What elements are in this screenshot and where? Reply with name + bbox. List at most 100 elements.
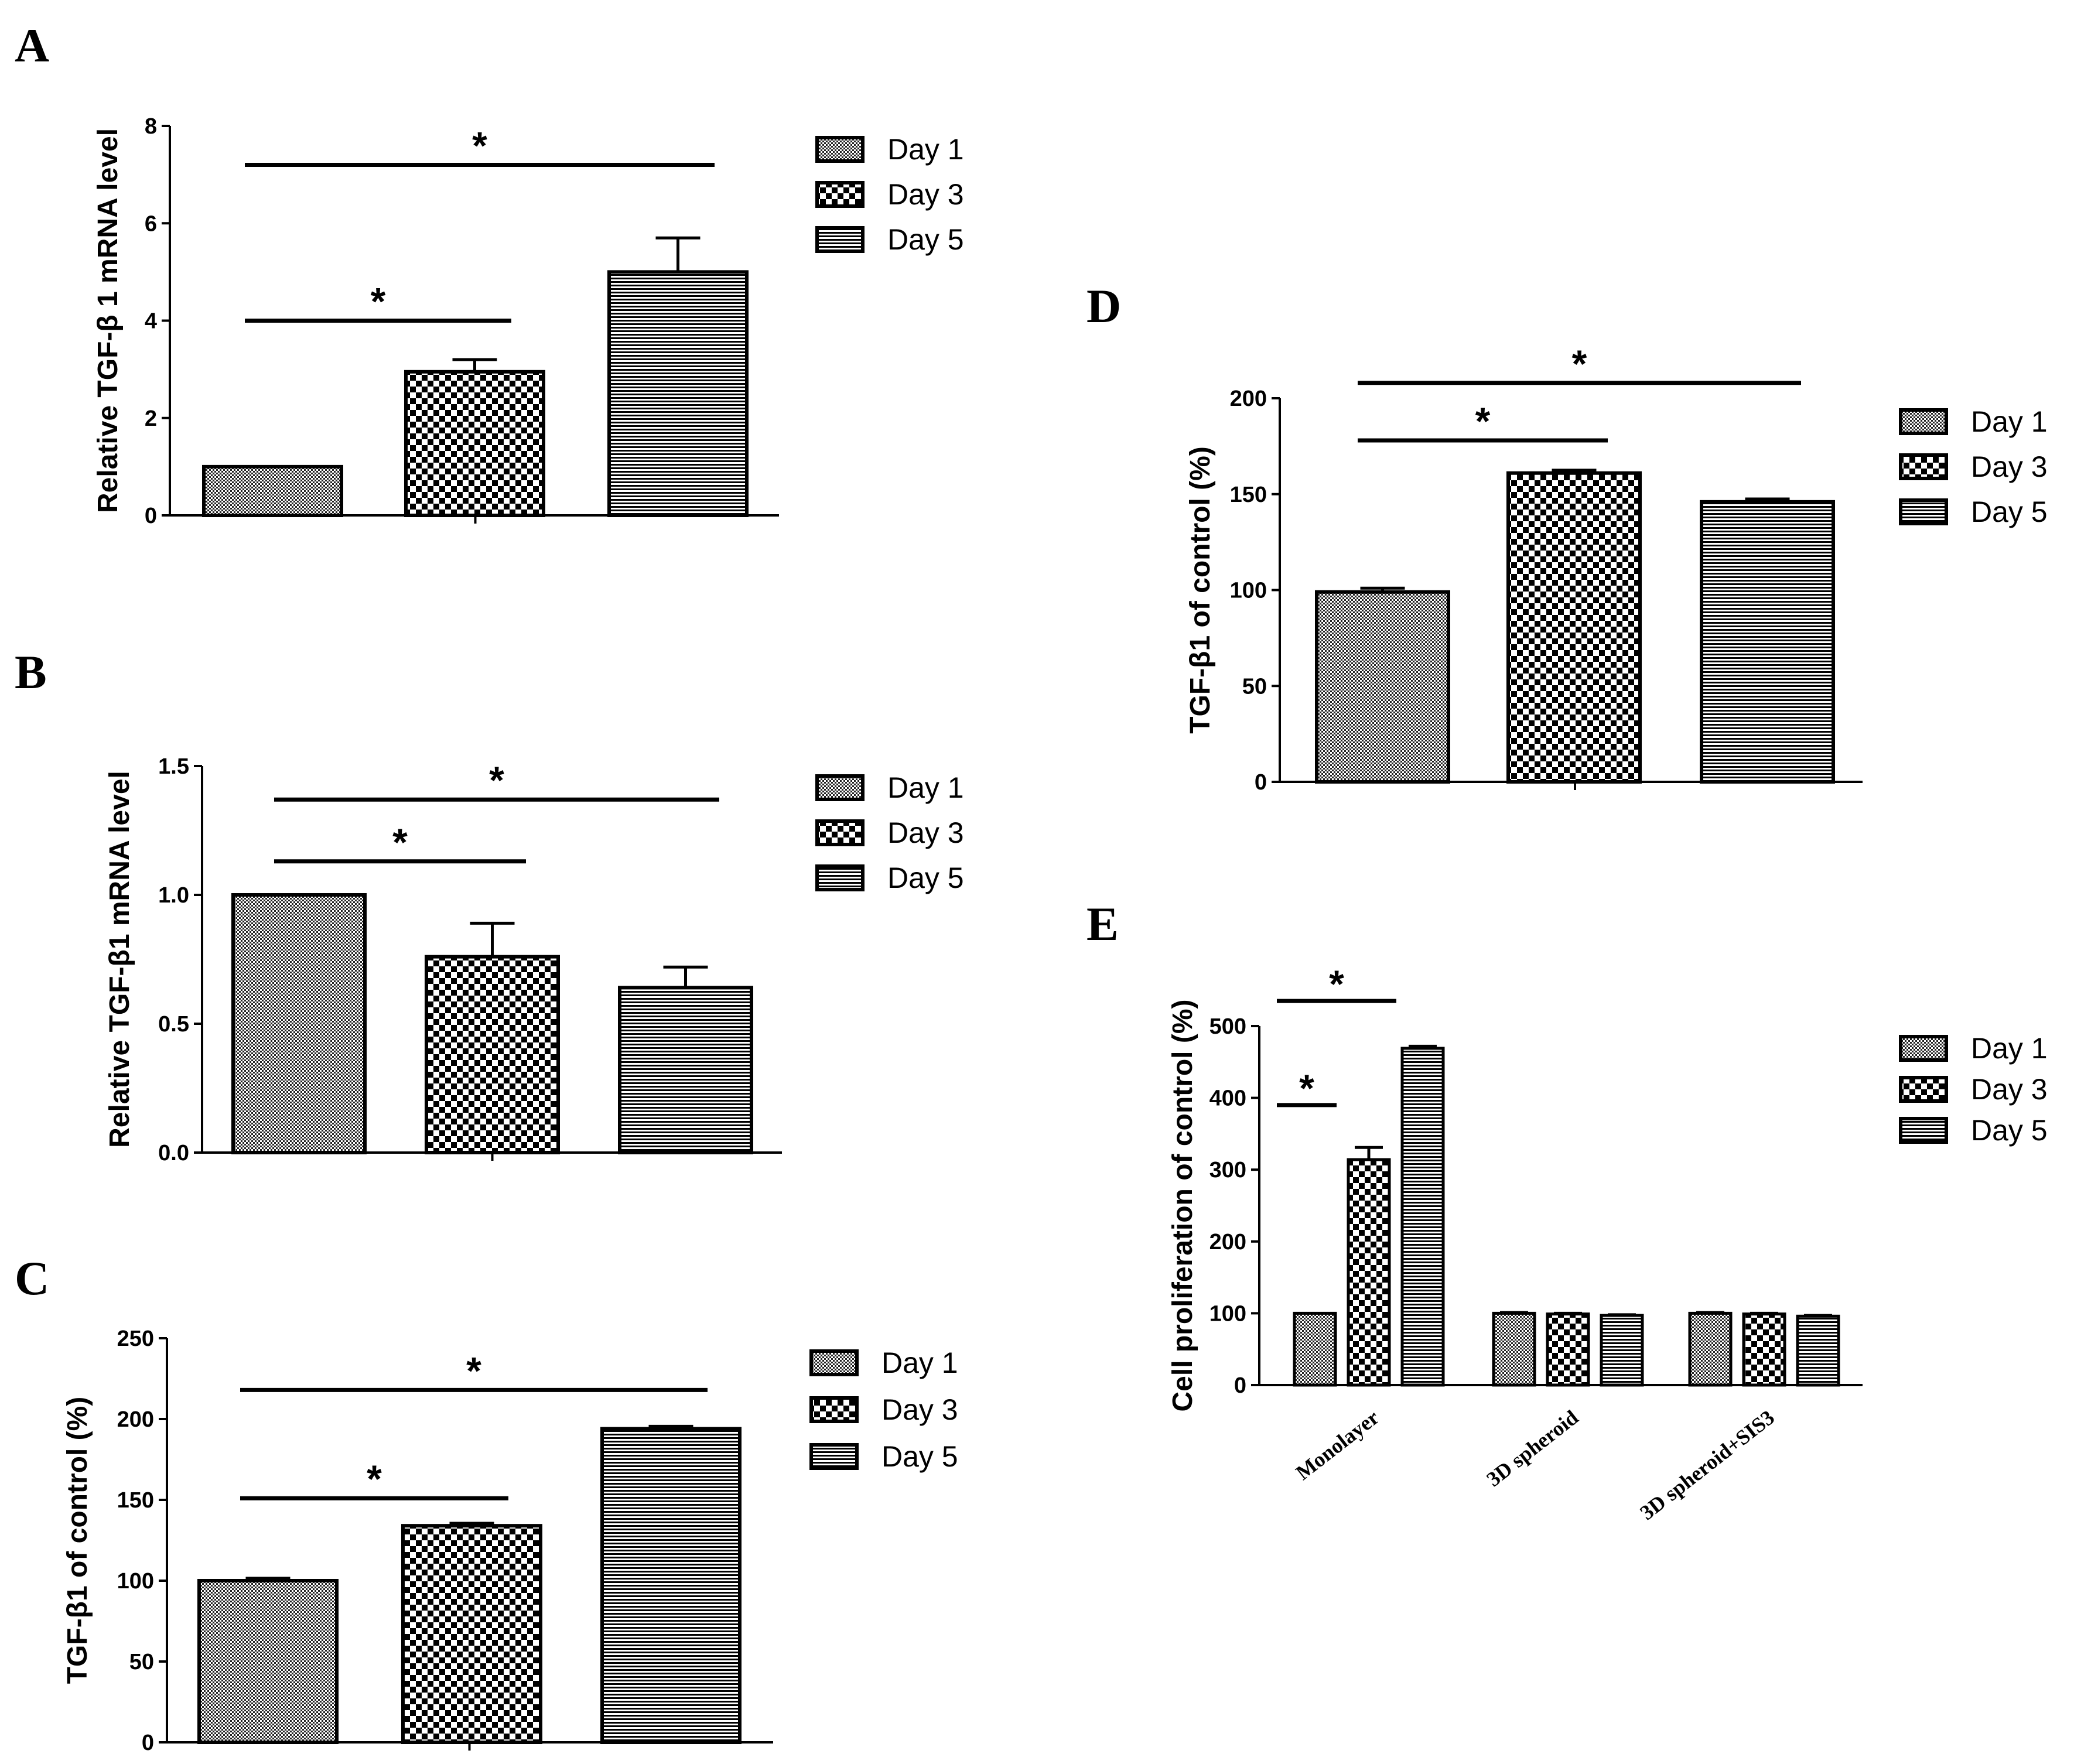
y-axis-label: TGF-β1 of control (%) [1185, 446, 1216, 734]
bar-day3 [425, 955, 560, 1154]
y-tick-label: 500 [1209, 1014, 1246, 1039]
y-tick-label: 8 [145, 114, 157, 139]
legend-label: Day 3 [887, 178, 964, 211]
legend-swatch [815, 181, 865, 208]
legend-label: Day 1 [1971, 1032, 2048, 1065]
bar-day5 [1600, 1314, 1644, 1387]
legend-swatch [815, 864, 865, 891]
y-tick-label: 0 [1255, 770, 1267, 795]
x-category-label: 3D spheroid+SIS3 [1635, 1406, 1778, 1524]
legend-label: Day 3 [1971, 450, 2048, 483]
bar-day1 [202, 464, 343, 517]
legend-label: Day 1 [887, 133, 964, 166]
y-tick-label: 6 [145, 211, 157, 236]
y-tick-label: 100 [117, 1569, 154, 1594]
y-axis-label: Relative TGF-β 1 mRNA level [93, 128, 124, 513]
legend-swatch [1899, 1076, 1948, 1103]
panel-label: A [15, 19, 49, 72]
bar-day1 [231, 893, 367, 1154]
y-tick-label: 2 [145, 406, 157, 431]
legend-swatch [1899, 453, 1948, 480]
legend-swatch [1899, 498, 1948, 525]
y-axis-label: TGF-β1 of control (%) [62, 1397, 93, 1684]
y-tick-label: 0.5 [158, 1012, 189, 1037]
bar-day5 [1796, 1314, 1840, 1387]
bar-day5 [1700, 500, 1835, 784]
legend-swatch [809, 1396, 859, 1423]
bar-day3 [1347, 1158, 1391, 1387]
y-tick-label: 1.5 [158, 754, 189, 779]
bar-day5 [600, 1427, 742, 1745]
legend-swatch [809, 1443, 859, 1470]
legend-label: Day 5 [887, 862, 964, 894]
y-axis-label: Cell proliferation of control (%) [1167, 1000, 1198, 1412]
bar-day1 [1293, 1311, 1337, 1387]
significance-star: * [472, 124, 487, 167]
legend-swatch [1899, 1117, 1948, 1144]
bar-day1 [1315, 590, 1450, 784]
significance-star: * [1475, 399, 1491, 443]
legend-swatch [1899, 408, 1948, 435]
y-tick-label: 300 [1209, 1158, 1246, 1182]
significance-star: * [466, 1349, 481, 1392]
y-axis-label: Relative TGF-β1 mRNA level [104, 771, 135, 1148]
legend-swatch [815, 774, 865, 801]
y-tick-label: 0 [142, 1731, 154, 1755]
bar-day3 [401, 1524, 542, 1744]
bar-day5 [1400, 1047, 1445, 1387]
panel-c: C 0 50 100 150 200 250 TGF-β1 of control (%) * *… [15, 1252, 958, 1755]
panel-label: D [1086, 279, 1121, 333]
bar-day3 [1742, 1312, 1786, 1387]
y-tick-label: 0.0 [158, 1141, 189, 1165]
significance-star: * [371, 280, 386, 323]
bar-day5 [618, 986, 753, 1155]
significance-star: * [1572, 342, 1587, 385]
significance-star: * [489, 758, 504, 802]
panel-d: D 0 50 100 150 200 TGF-β1 of control (%) * * Day… [1086, 279, 2048, 795]
x-category-label: 3D spheroid [1482, 1406, 1583, 1491]
plot-area: 0 100 200 300 400 500 Cell proliferation of co… [1167, 962, 2048, 1524]
y-tick-label: 400 [1209, 1086, 1246, 1111]
plot-area: 0 50 100 150 200 250 TGF-β1 of control (%) * * Da… [62, 1327, 958, 1755]
y-tick-label: 100 [1209, 1301, 1246, 1326]
y-tick-label: 4 [145, 309, 157, 334]
plot-area: 0 50 100 150 200 TGF-β1 of control (%) * * Day 1… [1185, 342, 2048, 795]
panel-label: B [15, 645, 47, 699]
legend-swatch [815, 226, 865, 253]
legend-swatch [815, 136, 865, 163]
significance-star: * [1299, 1066, 1314, 1110]
y-tick-label: 200 [1209, 1230, 1246, 1254]
y-tick-label: 100 [1230, 579, 1267, 603]
y-tick-label: 0 [145, 504, 157, 528]
panel-label: E [1086, 897, 1119, 951]
plot-area: 0.0 0.5 1.0 1.5 Relative TGF-β1 mRNA level * *… [104, 754, 964, 1165]
panel-a: A 0 2 4 6 8 Relative TGF-β 1 mRNA level * * Day … [15, 19, 964, 528]
y-tick-label: 50 [129, 1650, 154, 1674]
bar-day1 [1492, 1311, 1536, 1387]
y-tick-label: 150 [1230, 483, 1267, 507]
y-tick-label: 150 [117, 1488, 154, 1513]
bar-day3 [1546, 1312, 1590, 1387]
legend-swatch [815, 819, 865, 846]
significance-star: * [367, 1457, 382, 1500]
plot-area: 0 2 4 6 8 Relative TGF-β 1 mRNA level * * Day 1 D… [93, 114, 964, 528]
y-tick-label: 50 [1242, 674, 1267, 699]
y-tick-label: 250 [117, 1327, 154, 1351]
legend-label: Day 1 [887, 771, 964, 804]
y-tick-label: 200 [1230, 387, 1267, 411]
y-tick-label: 1.0 [158, 883, 189, 908]
legend-label: Day 5 [887, 223, 964, 256]
significance-star: * [1329, 962, 1344, 1006]
panel-label: C [15, 1252, 49, 1305]
bar-day3 [404, 370, 545, 517]
panel-b: B 0.0 0.5 1.0 1.5 Relative TGF-β1 mRNA level… [15, 645, 964, 1165]
legend-label: Day 1 [1971, 405, 2048, 438]
legend-swatch [809, 1349, 859, 1376]
legend-label: Day 1 [881, 1346, 958, 1379]
legend-label: Day 3 [887, 816, 964, 849]
legend-label: Day 3 [881, 1393, 958, 1426]
legend-label: Day 5 [1971, 1114, 2048, 1147]
legend-label: Day 3 [1971, 1073, 2048, 1106]
legend-label: Day 5 [1971, 495, 2048, 528]
